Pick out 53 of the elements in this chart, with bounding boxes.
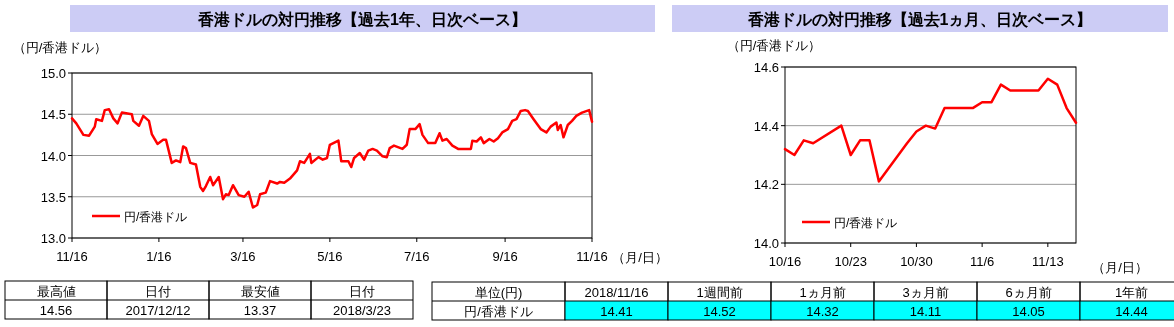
text: 2018/3/23 xyxy=(333,303,391,318)
chart-title: 香港ドルの対円推移【過去1年、日次ベース】 xyxy=(197,10,527,28)
chart-title: 香港ドルの対円推移【過去1ヵ月、日次ベース】 xyxy=(746,10,1093,28)
y-tick-label: 14.6 xyxy=(753,60,779,75)
y-tick-label: 14.0 xyxy=(753,236,779,251)
x-tick-label: 5/16 xyxy=(317,249,343,264)
line-series xyxy=(70,108,594,209)
text: 13.37 xyxy=(243,303,277,318)
x-tick-label: 10/30 xyxy=(900,254,933,269)
category-label: 最高値 xyxy=(36,284,76,299)
x-tick-label: 11/13 xyxy=(1032,254,1064,269)
x-tick-label: 10/23 xyxy=(834,254,867,269)
category-label: 3ヵ月前 xyxy=(902,285,949,300)
category-label: 1ヵ月前 xyxy=(799,285,846,300)
category-label: 最安値 xyxy=(240,284,280,299)
category-label: 1週間前 xyxy=(696,285,743,300)
text: 14.11 xyxy=(909,304,942,319)
x-tick-label: 7/16 xyxy=(404,249,430,264)
x-tick-label: 1/16 xyxy=(146,249,172,264)
y-axis-title: （円/香港ドル） xyxy=(12,40,108,55)
text: 円/香港ドル xyxy=(464,304,533,319)
category-label: 単位(円) xyxy=(474,285,523,300)
y-tick-label: 13.0 xyxy=(40,231,66,246)
x-tick-label: 11/16 xyxy=(56,249,88,264)
y-tick-label: 14.4 xyxy=(753,118,779,134)
category-label: 6ヵ月前 xyxy=(1005,285,1052,300)
category-label: 日付 xyxy=(145,284,171,299)
x-tick-label: 11/16 xyxy=(576,249,608,264)
x-tick-label: 11/6 xyxy=(969,254,995,269)
text: 14.05 xyxy=(1012,304,1045,319)
x-tick-label: 9/16 xyxy=(492,249,518,264)
category-label: 1年前 xyxy=(1114,285,1149,300)
line-series xyxy=(783,77,1078,183)
y-tick-label: 14.2 xyxy=(753,177,779,193)
text: 14.41 xyxy=(600,304,633,319)
text: 14.52 xyxy=(703,304,736,319)
text: 2017/12/12 xyxy=(125,303,191,318)
text: 14.44 xyxy=(1115,304,1148,319)
text: 14.32 xyxy=(806,304,839,319)
category-label: 2018/11/16 xyxy=(584,285,649,300)
text: 14.56 xyxy=(39,303,73,318)
y-tick-label: 13.5 xyxy=(40,189,66,205)
x-axis-title: （月/日） xyxy=(612,250,668,265)
y-tick-label: 14.5 xyxy=(40,107,66,123)
x-tick-label: 10/16 xyxy=(768,254,802,269)
x-axis-title: （月/日） xyxy=(1092,260,1148,275)
y-tick-label: 14.0 xyxy=(40,148,66,164)
y-axis-title: （円/香港ドル） xyxy=(726,38,822,53)
legend-label: 円/香港ドル xyxy=(124,210,188,224)
category-label: 日付 xyxy=(349,284,375,299)
legend-label: 円/香港ドル xyxy=(834,216,898,230)
y-tick-label: 15.0 xyxy=(40,66,66,81)
x-tick-label: 3/16 xyxy=(230,249,256,264)
